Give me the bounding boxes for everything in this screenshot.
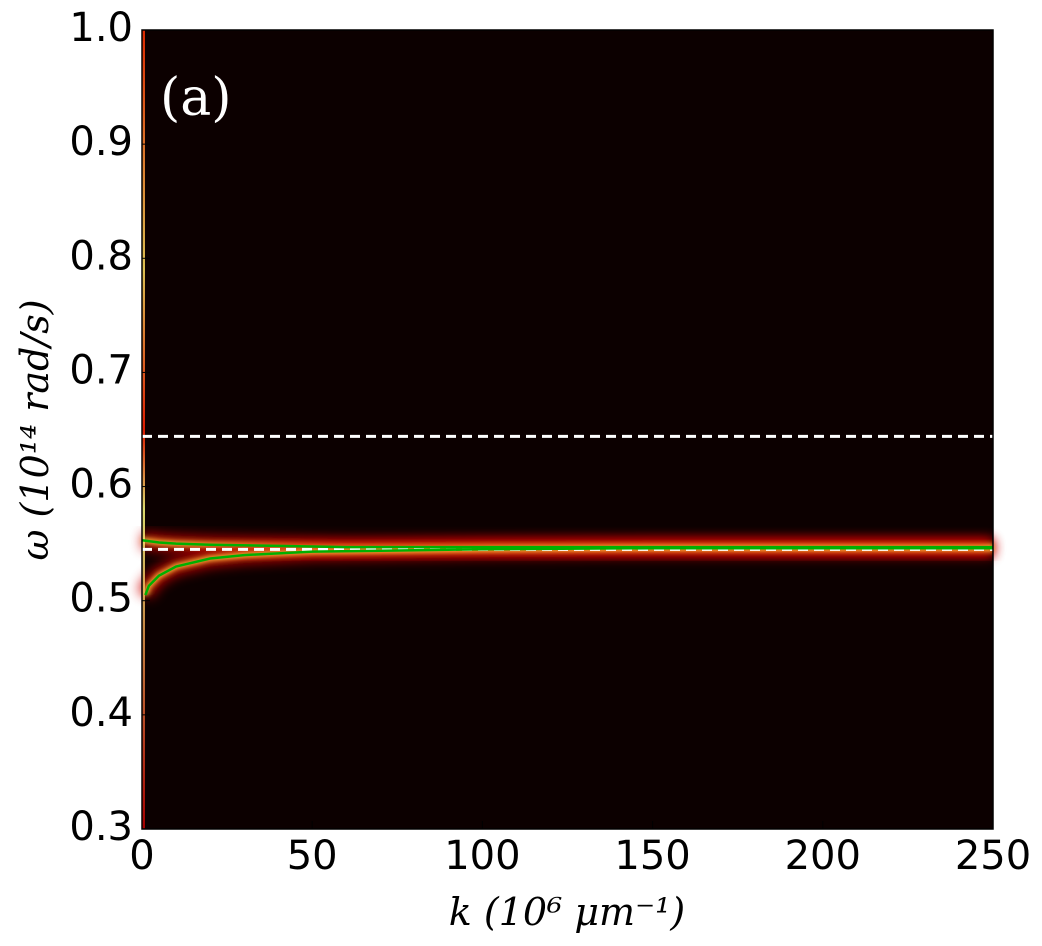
y-tick-label: 0.4 [69, 690, 133, 736]
x-axis-label: k (10⁶ μm⁻¹) [449, 890, 685, 934]
lines [141, 434, 993, 596]
y-tick-label: 0.8 [69, 233, 133, 279]
line [144, 546, 993, 596]
x-tick-label: 50 [287, 833, 338, 879]
edge-glow [142, 30, 145, 829]
y-axis-label: ω (10¹⁴ rad/s) [13, 299, 57, 560]
x-tick-label: 200 [785, 833, 861, 879]
x-tick-label: 0 [129, 833, 154, 879]
y-tick-label: 0.6 [69, 462, 133, 508]
panel-label: (a) [160, 68, 232, 128]
y-tick-label: 0.3 [69, 804, 133, 850]
plot-frame [141, 29, 994, 830]
y-tick-label: 0.9 [69, 119, 133, 165]
plot-background [142, 30, 993, 829]
y-tick-label: 1.0 [69, 5, 133, 51]
x-tick-label: 250 [955, 833, 1031, 879]
y-tick-label: 0.5 [69, 576, 133, 622]
x-tick-label: 100 [444, 833, 520, 879]
x-tick-label: 150 [614, 833, 690, 879]
y-tick-label: 0.7 [69, 347, 133, 393]
